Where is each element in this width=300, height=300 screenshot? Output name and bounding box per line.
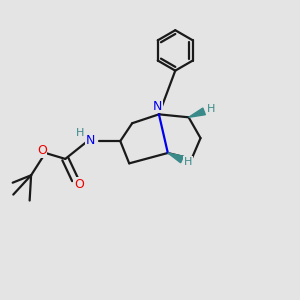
Text: H: H bbox=[184, 157, 192, 167]
Polygon shape bbox=[189, 108, 206, 117]
Text: O: O bbox=[74, 178, 84, 191]
Text: H: H bbox=[76, 128, 84, 138]
Text: O: O bbox=[37, 144, 47, 157]
Text: N: N bbox=[86, 134, 95, 147]
Polygon shape bbox=[168, 153, 184, 163]
Text: H: H bbox=[207, 104, 215, 114]
Text: N: N bbox=[153, 100, 162, 112]
